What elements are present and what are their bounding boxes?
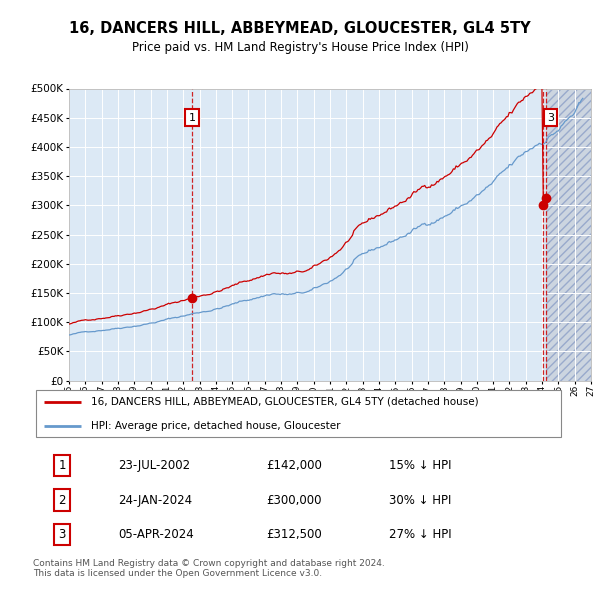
Text: 2: 2: [58, 493, 66, 507]
Text: 1: 1: [58, 459, 66, 472]
Text: 1: 1: [188, 113, 196, 123]
Text: 23-JUL-2002: 23-JUL-2002: [118, 459, 190, 472]
Bar: [547, 88, 591, 381]
FancyBboxPatch shape: [35, 390, 562, 437]
Text: Price paid vs. HM Land Registry's House Price Index (HPI): Price paid vs. HM Land Registry's House …: [131, 41, 469, 54]
Text: Contains HM Land Registry data © Crown copyright and database right 2024.
This d: Contains HM Land Registry data © Crown c…: [33, 559, 385, 578]
Text: 15% ↓ HPI: 15% ↓ HPI: [389, 459, 451, 472]
Text: 16, DANCERS HILL, ABBEYMEAD, GLOUCESTER, GL4 5TY (detached house): 16, DANCERS HILL, ABBEYMEAD, GLOUCESTER,…: [91, 396, 479, 407]
Text: 30% ↓ HPI: 30% ↓ HPI: [389, 493, 451, 507]
Text: 3: 3: [547, 113, 554, 123]
Text: 16, DANCERS HILL, ABBEYMEAD, GLOUCESTER, GL4 5TY: 16, DANCERS HILL, ABBEYMEAD, GLOUCESTER,…: [69, 21, 531, 35]
Text: 24-JAN-2024: 24-JAN-2024: [118, 493, 192, 507]
Text: HPI: Average price, detached house, Gloucester: HPI: Average price, detached house, Glou…: [91, 421, 341, 431]
Text: 27% ↓ HPI: 27% ↓ HPI: [389, 528, 451, 541]
Text: £312,500: £312,500: [266, 528, 322, 541]
Text: £300,000: £300,000: [266, 493, 322, 507]
Text: 3: 3: [59, 528, 66, 541]
Text: 05-APR-2024: 05-APR-2024: [118, 528, 194, 541]
Text: £142,000: £142,000: [266, 459, 323, 472]
